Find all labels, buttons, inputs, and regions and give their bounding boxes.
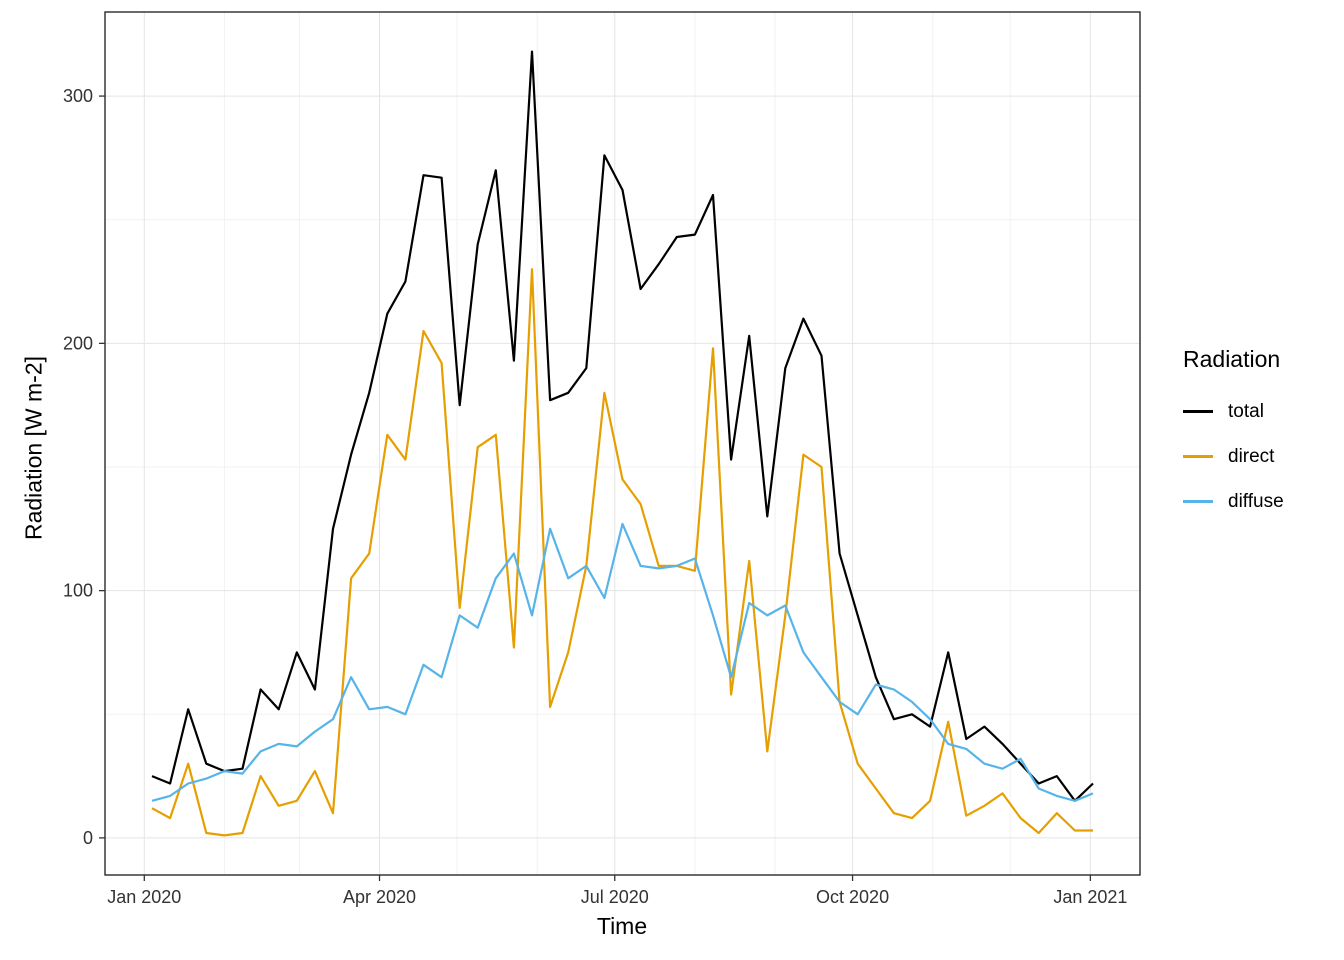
svg-text:Apr 2020: Apr 2020 <box>343 887 416 907</box>
svg-text:Oct 2020: Oct 2020 <box>816 887 889 907</box>
x-axis-title: Time <box>596 913 648 939</box>
svg-text:Jan 2021: Jan 2021 <box>1053 887 1127 907</box>
total-line-key-icon <box>1183 410 1213 413</box>
legend-item-direct: direct <box>1183 434 1284 479</box>
legend-label-diffuse: diffuse <box>1228 490 1284 512</box>
legend-title: Radiation <box>1183 346 1281 372</box>
diffuse-line-key-icon <box>1183 500 1213 503</box>
svg-text:Jul 2020: Jul 2020 <box>581 887 649 907</box>
svg-text:0: 0 <box>83 828 93 848</box>
svg-text:Jan 2020: Jan 2020 <box>107 887 181 907</box>
svg-text:300: 300 <box>63 86 93 106</box>
legend-label-direct: direct <box>1228 445 1275 467</box>
legend: Radiation total direct diffuse <box>1183 346 1284 524</box>
legend-item-diffuse: diffuse <box>1183 479 1284 524</box>
svg-text:100: 100 <box>63 581 93 601</box>
y-axis-title: Radiation [W m-2] <box>20 355 47 541</box>
svg-text:200: 200 <box>63 333 93 353</box>
direct-line-key-icon <box>1183 455 1213 458</box>
legend-item-total: total <box>1183 389 1284 434</box>
legend-label-total: total <box>1228 400 1264 422</box>
